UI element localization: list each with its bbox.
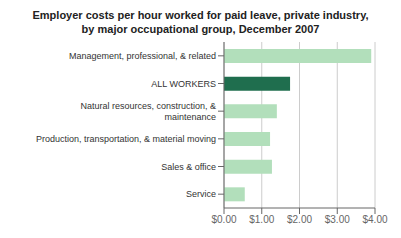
html-text:Employer costs per hour worked: Employer costs per hour worked for paid …	[32, 9, 369, 35]
svg-text:Management, professional, & re: Management, professional, & related	[69, 51, 216, 61]
svg-text:$4.00: $4.00	[362, 214, 387, 225]
svg-text:ALL WORKERS: ALL WORKERS	[151, 79, 216, 89]
svg-text:Production, transportation, &: Production, transportation, & material m…	[36, 134, 216, 144]
svg-text:Sales & office: Sales & office	[161, 162, 216, 172]
svg-text:Service: Service	[186, 189, 216, 199]
svg-text:$3.00: $3.00	[325, 214, 350, 225]
svg-text:$2.00: $2.00	[287, 214, 312, 225]
svg-text:$1.00: $1.00	[249, 214, 274, 225]
svg-text:Natural resources, constructio: Natural resources, construction, &mainte…	[80, 101, 216, 122]
svg-text:$0.00: $0.00	[211, 214, 236, 225]
